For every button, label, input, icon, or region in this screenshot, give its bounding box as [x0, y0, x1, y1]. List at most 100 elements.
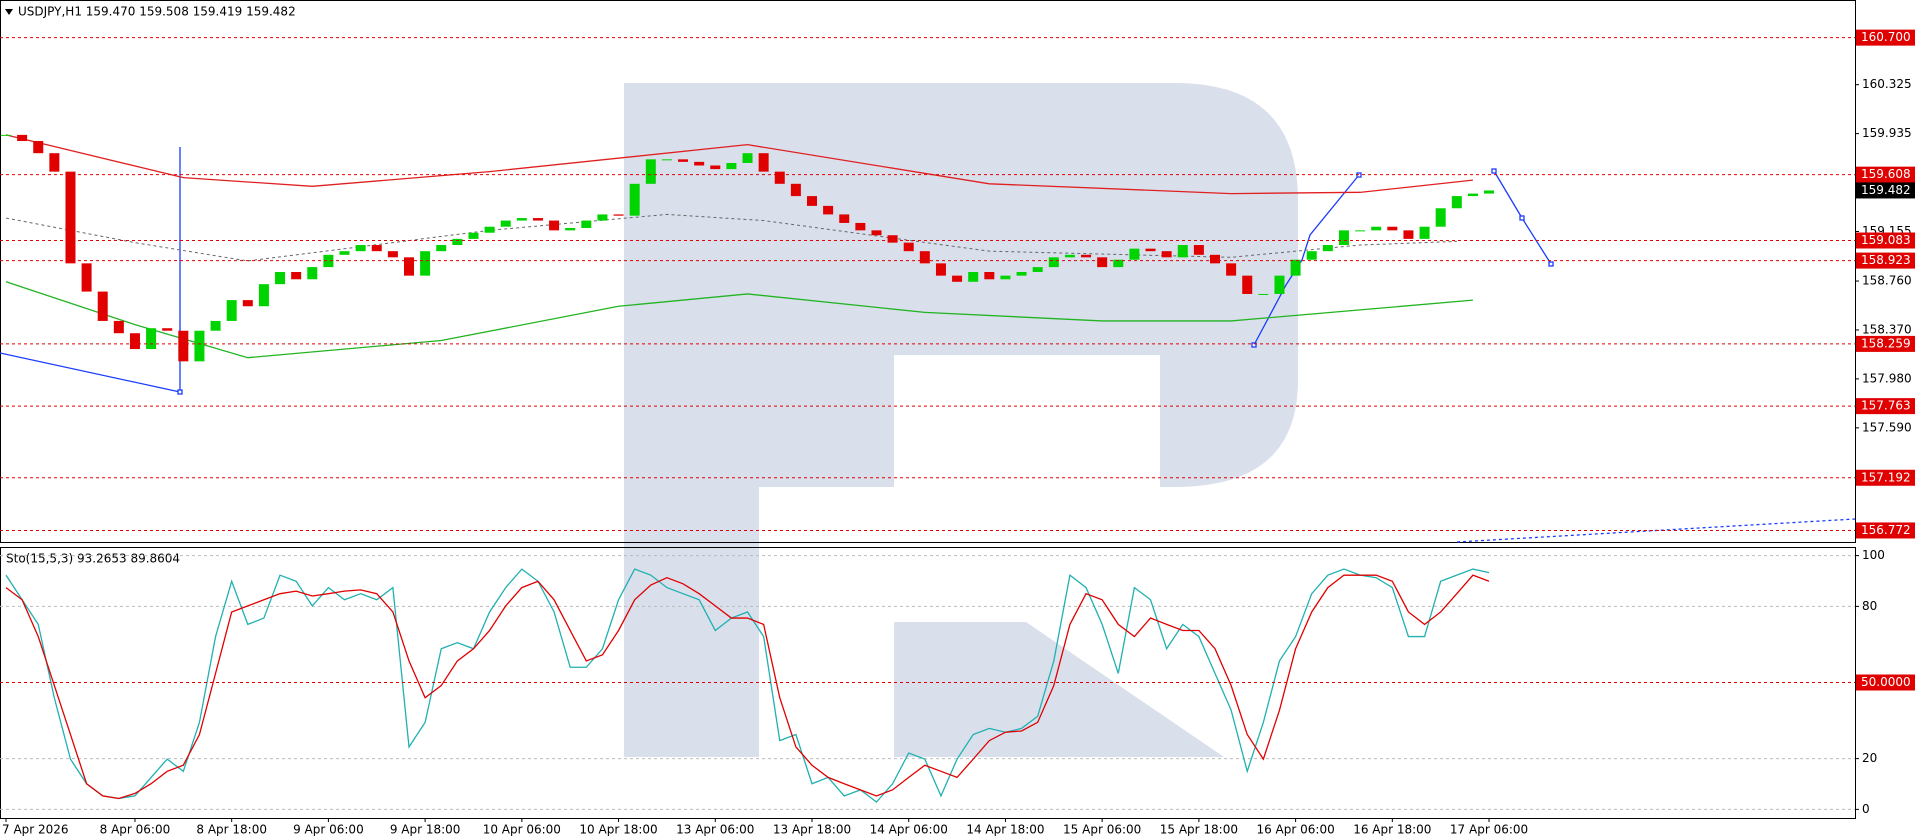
- candle: [1064, 254, 1075, 258]
- level-box: [1856, 674, 1915, 691]
- candle: [661, 159, 672, 161]
- level-label: 158.923: [1861, 253, 1911, 267]
- anchor: [1519, 215, 1525, 221]
- candle: [1, 134, 11, 136]
- anchor: [177, 389, 183, 395]
- candle: [1371, 226, 1382, 231]
- y-tick-label: 80: [1862, 599, 1877, 613]
- candle: [1145, 248, 1156, 252]
- y-tick-label: 157.590: [1862, 420, 1912, 434]
- candle: [162, 328, 173, 331]
- candle: [371, 245, 382, 252]
- candle: [307, 267, 318, 280]
- candle: [1193, 245, 1204, 255]
- moving-average: [5, 281, 1473, 359]
- candle: [855, 222, 866, 231]
- level-label: 157.763: [1861, 399, 1911, 413]
- candle: [404, 257, 414, 276]
- anchor: [1548, 261, 1554, 267]
- candle: [226, 300, 237, 321]
- level-label: 156.772: [1861, 523, 1911, 537]
- watermark-stem: [624, 83, 759, 757]
- candle: [629, 183, 640, 216]
- candle: [500, 220, 511, 227]
- watermark-bowl: [759, 83, 1298, 487]
- y-tick-label: 160.325: [1862, 77, 1912, 91]
- candle: [597, 214, 608, 221]
- x-tick-label: 13 Apr 18:00: [773, 823, 851, 837]
- candle: [275, 272, 286, 285]
- candle: [242, 300, 253, 307]
- candle: [968, 272, 979, 282]
- candle: [436, 245, 447, 252]
- y-tick-label: 159.935: [1862, 126, 1912, 140]
- x-tick-label: 7 Apr 2026: [2, 823, 69, 837]
- x-tick-label: 13 Apr 06:00: [676, 823, 754, 837]
- level-label: 159.608: [1861, 167, 1911, 181]
- candle: [1387, 226, 1398, 231]
- anchor: [1491, 168, 1497, 174]
- candle: [339, 251, 350, 255]
- level-label: 158.259: [1861, 336, 1911, 350]
- anchor: [1251, 342, 1257, 348]
- candle: [1016, 272, 1027, 276]
- x-tick-label: 8 Apr 18:00: [196, 823, 267, 837]
- x-tick-label: 9 Apr 06:00: [293, 823, 364, 837]
- candle: [887, 235, 898, 243]
- candle: [1226, 263, 1237, 276]
- candle: [468, 232, 479, 239]
- trend-line: [0, 352, 181, 393]
- candle: [758, 153, 769, 172]
- watermark-leg: [894, 622, 1224, 757]
- candle: [678, 159, 689, 162]
- x-tick-label: 9 Apr 18:00: [390, 823, 461, 837]
- watermark-hole: [894, 355, 1160, 487]
- level-label: 160.700: [1861, 30, 1911, 44]
- candle: [1242, 275, 1253, 294]
- candle: [1322, 245, 1333, 252]
- last-price-label: 159.482: [1861, 183, 1911, 197]
- y-tick-label: 0: [1862, 802, 1870, 816]
- level-label: 159.083: [1861, 233, 1911, 247]
- candle: [549, 220, 560, 231]
- candle: [1032, 267, 1043, 273]
- candle: [420, 251, 431, 276]
- panel-title: Sto(15,5,3) 93.2653 89.8604: [6, 552, 180, 566]
- candle: [1338, 230, 1349, 246]
- y-tick-label: 158.370: [1862, 322, 1912, 336]
- y-tick-label: 158.760: [1862, 274, 1912, 288]
- candle: [1097, 257, 1108, 268]
- moving-average: [5, 213, 1457, 262]
- candle: [613, 214, 624, 216]
- candle: [291, 272, 302, 280]
- candle: [790, 183, 801, 197]
- y-tick-label: 20: [1862, 751, 1877, 765]
- candle: [1403, 230, 1414, 239]
- panel-title: USDJPY,H1 159.470 159.508 159.419 159.48…: [18, 5, 296, 19]
- candle: [1000, 275, 1011, 280]
- candle: [952, 275, 963, 282]
- x-tick-label: 14 Apr 18:00: [966, 823, 1044, 837]
- candle: [97, 291, 108, 321]
- candle: [129, 333, 140, 350]
- candle: [742, 153, 753, 163]
- candle: [1467, 193, 1478, 197]
- last-price-box: [1856, 182, 1915, 199]
- candle: [919, 251, 930, 264]
- candle: [1129, 248, 1140, 260]
- level-box: [1856, 335, 1915, 352]
- candle: [710, 165, 721, 170]
- level-box: [1856, 252, 1915, 269]
- candle: [1419, 226, 1430, 239]
- candle: [1177, 245, 1188, 258]
- main-frame: [0, 0, 1856, 543]
- level-box: [1856, 29, 1915, 46]
- watermark: [624, 83, 1298, 757]
- candle: [146, 328, 157, 350]
- candle: [49, 153, 60, 172]
- candle: [1161, 251, 1172, 258]
- x-tick-label: 10 Apr 06:00: [483, 823, 561, 837]
- candle: [323, 254, 334, 268]
- candle: [839, 214, 850, 223]
